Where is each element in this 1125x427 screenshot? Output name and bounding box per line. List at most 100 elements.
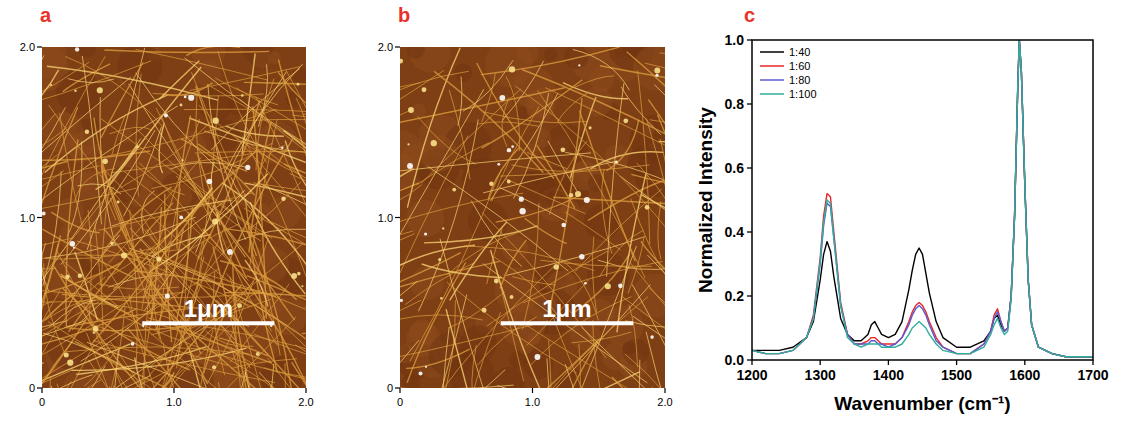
afm-particle <box>645 205 650 210</box>
afm-particle <box>534 354 540 360</box>
afm-fiber <box>261 303 306 366</box>
afm-fiber <box>126 318 306 381</box>
afm-shade <box>402 374 421 388</box>
afm-shade <box>584 204 619 239</box>
afm-particle <box>452 188 456 192</box>
afm-fiber <box>306 307 307 342</box>
afm-fiber <box>400 183 419 247</box>
afm-fiber <box>574 76 615 88</box>
afm-particle <box>424 232 427 235</box>
x-tick <box>664 388 665 393</box>
afm-fiber <box>538 90 646 278</box>
afm-fiber <box>107 109 276 156</box>
afm-fiber <box>400 245 475 280</box>
y-tick-label: 0.0 <box>725 352 745 368</box>
afm-fiber <box>42 61 151 122</box>
afm-shade <box>293 68 306 83</box>
afm-particle <box>102 159 108 165</box>
afm-fiber <box>163 343 177 388</box>
afm-fiber <box>649 288 665 388</box>
afm-texture <box>42 47 306 388</box>
afm-fiber <box>198 154 247 278</box>
afm-particle <box>407 163 413 169</box>
y-tick <box>395 46 400 47</box>
y-tick <box>37 217 42 218</box>
afm-particle <box>291 273 297 279</box>
afm-fiber <box>459 312 500 388</box>
afm-fiber <box>42 293 75 388</box>
x-tick <box>888 360 889 365</box>
afm-fiber <box>230 277 267 389</box>
afm-fiber <box>168 365 183 388</box>
afm-particle <box>407 143 409 145</box>
x-tick-label: 0 <box>39 396 45 408</box>
afm-fiber <box>116 285 241 388</box>
y-tick <box>395 387 400 388</box>
afm-fiber <box>110 127 151 134</box>
afm-fiber <box>660 139 665 302</box>
afm-fiber <box>164 188 213 239</box>
x-tick <box>1024 360 1025 365</box>
afm-particle <box>499 95 505 101</box>
afm-particle <box>97 87 103 93</box>
y-tick-label: 0.8 <box>725 96 745 112</box>
x-tick-label: 1.0 <box>525 396 540 408</box>
afm-fiber <box>400 370 505 388</box>
afm-fiber <box>145 290 270 388</box>
y-tick <box>747 167 752 168</box>
afm-fiber <box>575 344 581 388</box>
afm-fiber <box>101 119 266 238</box>
afm-particle <box>560 147 565 152</box>
afm-fiber <box>104 50 269 53</box>
afm-fiber <box>634 360 639 388</box>
afm-fiber <box>57 250 134 388</box>
legend-swatch <box>760 79 784 81</box>
afm-fiber <box>512 277 555 285</box>
afm-fiber <box>47 66 218 100</box>
afm-fiber <box>258 64 267 126</box>
afm-fiber <box>655 85 666 167</box>
afm-fiber <box>511 165 596 171</box>
panel-letter: b <box>398 4 410 26</box>
afm-particle <box>400 59 403 64</box>
plot-frame <box>752 40 1093 360</box>
afm-fiber <box>124 172 248 281</box>
afm-particle <box>408 107 414 113</box>
afm-particle <box>579 254 584 259</box>
afm-fiber <box>417 143 489 185</box>
afm-fiber <box>218 382 221 388</box>
afm-fiber <box>658 201 661 259</box>
afm-fiber <box>400 71 469 106</box>
x-tick <box>820 360 821 365</box>
afm-particle <box>584 197 590 203</box>
afm-fiber <box>290 174 306 225</box>
afm-particle <box>42 212 46 216</box>
panel-letter: a <box>40 4 52 26</box>
afm-particle <box>482 308 487 313</box>
y-tick-label: 0.2 <box>725 288 745 304</box>
afm-fiber <box>641 195 665 259</box>
legend-swatch <box>760 51 784 53</box>
spectrum-line <box>752 40 1093 357</box>
afm-fiber <box>600 66 665 95</box>
afm-fiber <box>113 150 257 290</box>
afm-fiber <box>75 169 115 202</box>
afm-fiber <box>196 72 287 253</box>
afm-panel: 1μm01.02.001.02.0a <box>0 4 467 427</box>
afm-fiber <box>145 241 170 297</box>
afm-fiber <box>259 372 306 388</box>
afm-fiber <box>195 151 306 159</box>
afm-fiber <box>42 269 56 289</box>
afm-fiber <box>606 120 639 171</box>
afm-fiber <box>400 261 500 301</box>
afm-fiber <box>303 113 307 116</box>
afm-particle <box>589 126 592 129</box>
x-tick <box>956 360 957 365</box>
afm-fiber <box>42 171 64 193</box>
afm-particle <box>85 130 89 134</box>
afm-fiber <box>61 274 141 319</box>
afm-particle <box>438 258 441 261</box>
afm-particle <box>431 140 437 146</box>
x-tick-label: 2.0 <box>298 396 313 408</box>
afm-fiber <box>488 148 519 200</box>
